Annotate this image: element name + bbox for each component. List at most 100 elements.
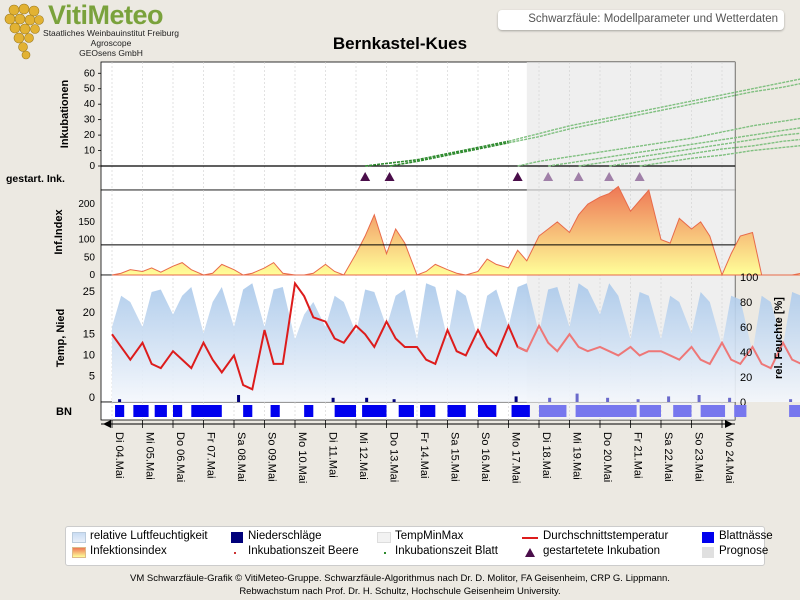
y-tick-label-humidity: 40 <box>740 347 752 359</box>
incubation-leaf-forecast-series <box>578 132 800 167</box>
footer-line-2: Rebwachstum nach Prof. Dr. H. Schultz, H… <box>239 586 561 597</box>
precipitation-bar <box>789 399 793 402</box>
legend-swatch-infindex <box>72 547 86 558</box>
avg-temperature-line <box>111 280 528 391</box>
y-tick-label-infindex: 200 <box>78 199 95 210</box>
legend-swatch-leaf-wetness <box>702 532 714 543</box>
x-tick-label: So 23.Mai <box>693 432 705 482</box>
x-tick-label: Do 20.Mai <box>601 432 613 482</box>
legend-label-inc-leaf: Inkubationszeit Blatt <box>395 545 498 557</box>
y-tick-label-humidity: 20 <box>740 372 752 384</box>
leaf-wetness-bar <box>362 405 387 417</box>
y-tick-label-temp: 25 <box>83 286 95 298</box>
legend-label-forecast: Prognose <box>719 545 769 557</box>
y-tick-label-inkubationen: 10 <box>84 146 96 157</box>
leaf-wetness-bar <box>700 405 726 417</box>
y-tick-label-temp: 0 <box>89 392 95 404</box>
incubation-leaf-forecast-series <box>609 138 800 167</box>
legend-label-avg-temp: Durchschnittstemperatur <box>543 530 669 542</box>
leaf-wetness-bar <box>420 405 436 417</box>
incubation-leaf-forecast-series <box>508 83 800 144</box>
y-tick-label-temp: 10 <box>83 349 95 361</box>
logo-line-3: GEOsens GmbH <box>79 48 143 58</box>
x-tick-label: Di 18.Mai <box>540 432 552 478</box>
y-axis-label-humidity: rel. Feuchte [%] <box>773 297 785 379</box>
leaf-wetness-bar <box>173 405 183 417</box>
legend-label-leaf-wetness: Blattnässe <box>719 530 773 542</box>
leaf-wetness-bar <box>243 405 253 417</box>
leaf-wetness-bar <box>511 405 530 417</box>
precipitation-bar <box>331 397 335 402</box>
precipitation-bar <box>697 395 701 402</box>
legend-swatch-inc-berry <box>234 552 236 554</box>
y-axis-label-inkubationen: Inkubationen <box>59 80 71 149</box>
x-tick-label: So 16.Mai <box>479 432 491 482</box>
footer-line-1: VM Schwarzfäule-Grafik © VitiMeteo-Grupp… <box>130 573 670 584</box>
logo-text: VitiMeteo <box>48 0 164 30</box>
logo-line-2: Agroscope <box>90 38 132 48</box>
y-axis-label-temp: Temp, Nied <box>55 309 67 367</box>
precipitation-bar <box>365 397 369 402</box>
incubation-leaf-series <box>365 140 509 167</box>
precipitation-bar <box>606 397 610 402</box>
leaf-wetness-bar <box>575 405 637 417</box>
precipitation-bar <box>548 397 552 402</box>
started-incubation-marker <box>360 172 371 181</box>
legend-label-precip: Niederschläge <box>248 530 322 542</box>
x-tick-label: So 09.Mai <box>266 432 278 482</box>
leaf-wetness-bar <box>133 405 149 417</box>
x-tick-label: Sa 22.Mai <box>662 432 674 482</box>
leaf-wetness-bar <box>191 405 222 417</box>
leaf-wetness-bar <box>673 405 692 417</box>
page-subtitle-badge: Schwarzfäule: Modellparameter und Wetter… <box>498 10 784 30</box>
x-tick-label: Fr 14.Mai <box>418 432 430 478</box>
started-incubation-marker <box>573 172 584 181</box>
x-tick-label: Mo 24.Mai <box>723 432 735 483</box>
legend-swatch-tempminmax <box>377 532 391 543</box>
precipitation-bar <box>392 399 396 402</box>
legend-swatch-forecast <box>702 547 714 558</box>
leaf-wetness-bar <box>478 405 497 417</box>
x-tick-label: Sa 08.Mai <box>235 432 247 482</box>
precipitation-bar <box>575 393 579 402</box>
leaf-wetness-bar <box>398 405 414 417</box>
precipitation-bar <box>118 399 122 402</box>
leaf-wetness-bar <box>334 405 356 417</box>
x-tick-label: Sa 15.Mai <box>449 432 461 482</box>
x-axis-left-arrow-icon <box>103 420 111 428</box>
legend-label-infindex: Infektionsindex <box>90 545 167 557</box>
x-tick-label: Mi 05.Mai <box>144 432 156 480</box>
x-tick-label: Do 06.Mai <box>174 432 186 482</box>
legend-swatch-precip <box>231 532 243 543</box>
incubation-leaf-forecast-series <box>548 127 800 167</box>
leaf-wetness-bar <box>304 405 314 417</box>
y-tick-label-infindex: 0 <box>89 270 95 281</box>
leaf-wetness-bar <box>639 405 661 417</box>
y-tick-label-humidity: 100 <box>740 272 758 284</box>
legend-label-tempminmax: TempMinMax <box>395 530 464 542</box>
grape-logo-icon <box>4 3 44 60</box>
legend-label-humidity: relative Luftfeuchtigkeit <box>90 530 208 542</box>
legend-swatch-humidity <box>72 532 86 543</box>
precipitation-bar <box>728 397 732 402</box>
y-tick-label-inkubationen: 20 <box>84 130 96 141</box>
y-tick-label-inkubationen: 60 <box>84 68 96 79</box>
started-incubation-marker <box>384 172 395 181</box>
legend-swatch-inc-leaf <box>384 552 386 554</box>
y-axis-label-bn: BN <box>56 406 72 418</box>
started-incubation-marker <box>543 172 554 181</box>
leaf-wetness-bar <box>734 405 747 417</box>
legend-triangle-icon <box>525 548 535 557</box>
leaf-wetness-bar <box>539 405 567 417</box>
precipitation-bar <box>636 399 640 402</box>
precipitation-bar <box>514 396 518 402</box>
started-incubation-marker <box>634 172 645 181</box>
x-tick-label: Di 04.Mai <box>113 432 125 478</box>
y-tick-label-infindex: 100 <box>78 235 95 246</box>
leaf-wetness-bar <box>447 405 466 417</box>
logo-line-1: Staatliches Weinbauinstitut Freiburg <box>43 28 179 38</box>
incubation-leaf-forecast-series <box>517 117 800 167</box>
x-axis-right-arrow-icon <box>725 420 733 428</box>
y-axis-label-infindex: Inf.Index <box>53 209 65 255</box>
